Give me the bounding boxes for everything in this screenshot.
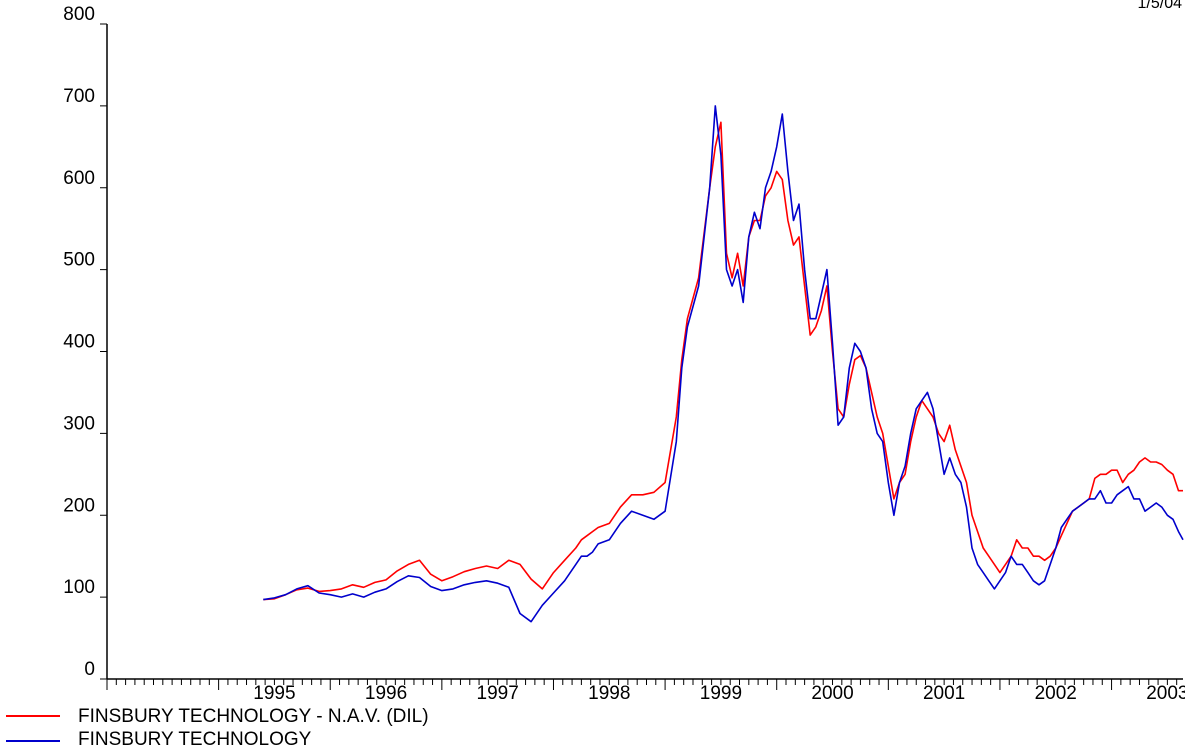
y-tick-label: 0 bbox=[84, 659, 95, 680]
x-tick-label: 1996 bbox=[365, 683, 407, 704]
y-tick-label: 300 bbox=[63, 413, 95, 434]
x-tick-label: 1997 bbox=[477, 683, 519, 704]
x-tick-label: 2001 bbox=[923, 683, 965, 704]
legend: FINSBURY TECHNOLOGY - N.A.V. (DIL) FINSB… bbox=[6, 706, 429, 749]
series-line-price bbox=[263, 105, 1184, 623]
legend-label-nav: FINSBURY TECHNOLOGY - N.A.V. (DIL) bbox=[78, 706, 429, 727]
y-tick-label: 100 bbox=[63, 577, 95, 598]
y-axis: 0 100 200 300 400 500 600 700 800 bbox=[63, 4, 107, 680]
x-tick-label: 1999 bbox=[700, 683, 742, 704]
series-layer bbox=[263, 105, 1184, 623]
legend-label-price: FINSBURY TECHNOLOGY bbox=[78, 729, 312, 749]
x-tick-label: 2003 bbox=[1146, 683, 1185, 704]
x-tick-label: 2002 bbox=[1035, 683, 1077, 704]
y-tick-label: 600 bbox=[63, 168, 95, 189]
y-tick-label: 700 bbox=[63, 86, 95, 107]
x-axis: 1995 1996 1997 1998 1999 2000 2001 2002 2003 bbox=[106, 679, 1185, 704]
y-tick-label: 800 bbox=[63, 4, 95, 25]
y-tick-label: 200 bbox=[63, 495, 95, 516]
y-tick-label: 500 bbox=[63, 250, 95, 271]
date-stamp: 1/5/04 bbox=[1138, 0, 1183, 12]
x-tick-label: 1995 bbox=[253, 683, 295, 704]
y-tick-label: 400 bbox=[63, 332, 95, 353]
x-tick-label: 2000 bbox=[811, 683, 853, 704]
series-line-nav bbox=[263, 121, 1183, 601]
x-tick-label: 1998 bbox=[588, 683, 630, 704]
